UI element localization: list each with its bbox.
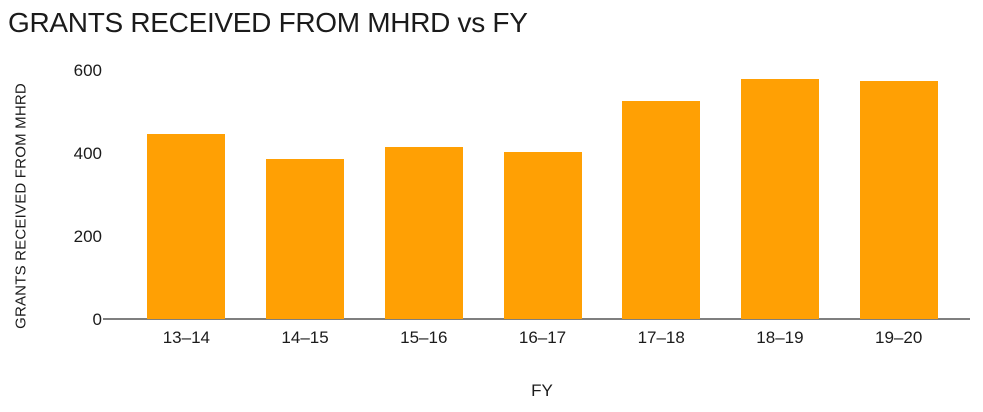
bar-19–20: [859, 80, 938, 320]
x-tick-label: 19–20: [875, 328, 923, 347]
y-tick-label: 400: [73, 143, 102, 163]
bar-13–14: [147, 134, 226, 320]
bar-17–18: [622, 101, 701, 320]
bar-18–19: [740, 78, 819, 320]
y-tick-label: 0: [92, 309, 102, 329]
x-tick-label: 17–18: [637, 328, 685, 347]
chart-title: GRANTS RECEIVED FROM MHRD vs FY: [8, 7, 528, 38]
bar-16–17: [503, 152, 582, 320]
x-tick-label: 13–14: [162, 328, 210, 347]
bar-14–15: [266, 159, 345, 320]
y-tick-label: 600: [73, 61, 102, 81]
y-tick-label: 200: [73, 226, 102, 246]
y-axis-label: GRANTS RECEIVED FROM MHRD: [12, 83, 30, 329]
x-tick-label: 16–17: [518, 328, 567, 347]
x-tick-label: 18–19: [756, 328, 804, 347]
x-tick-label: 14–15: [281, 328, 329, 347]
bar-15–16: [384, 146, 463, 320]
x-tick-label: 15–16: [400, 328, 448, 347]
x-axis-label: FY: [531, 381, 553, 400]
